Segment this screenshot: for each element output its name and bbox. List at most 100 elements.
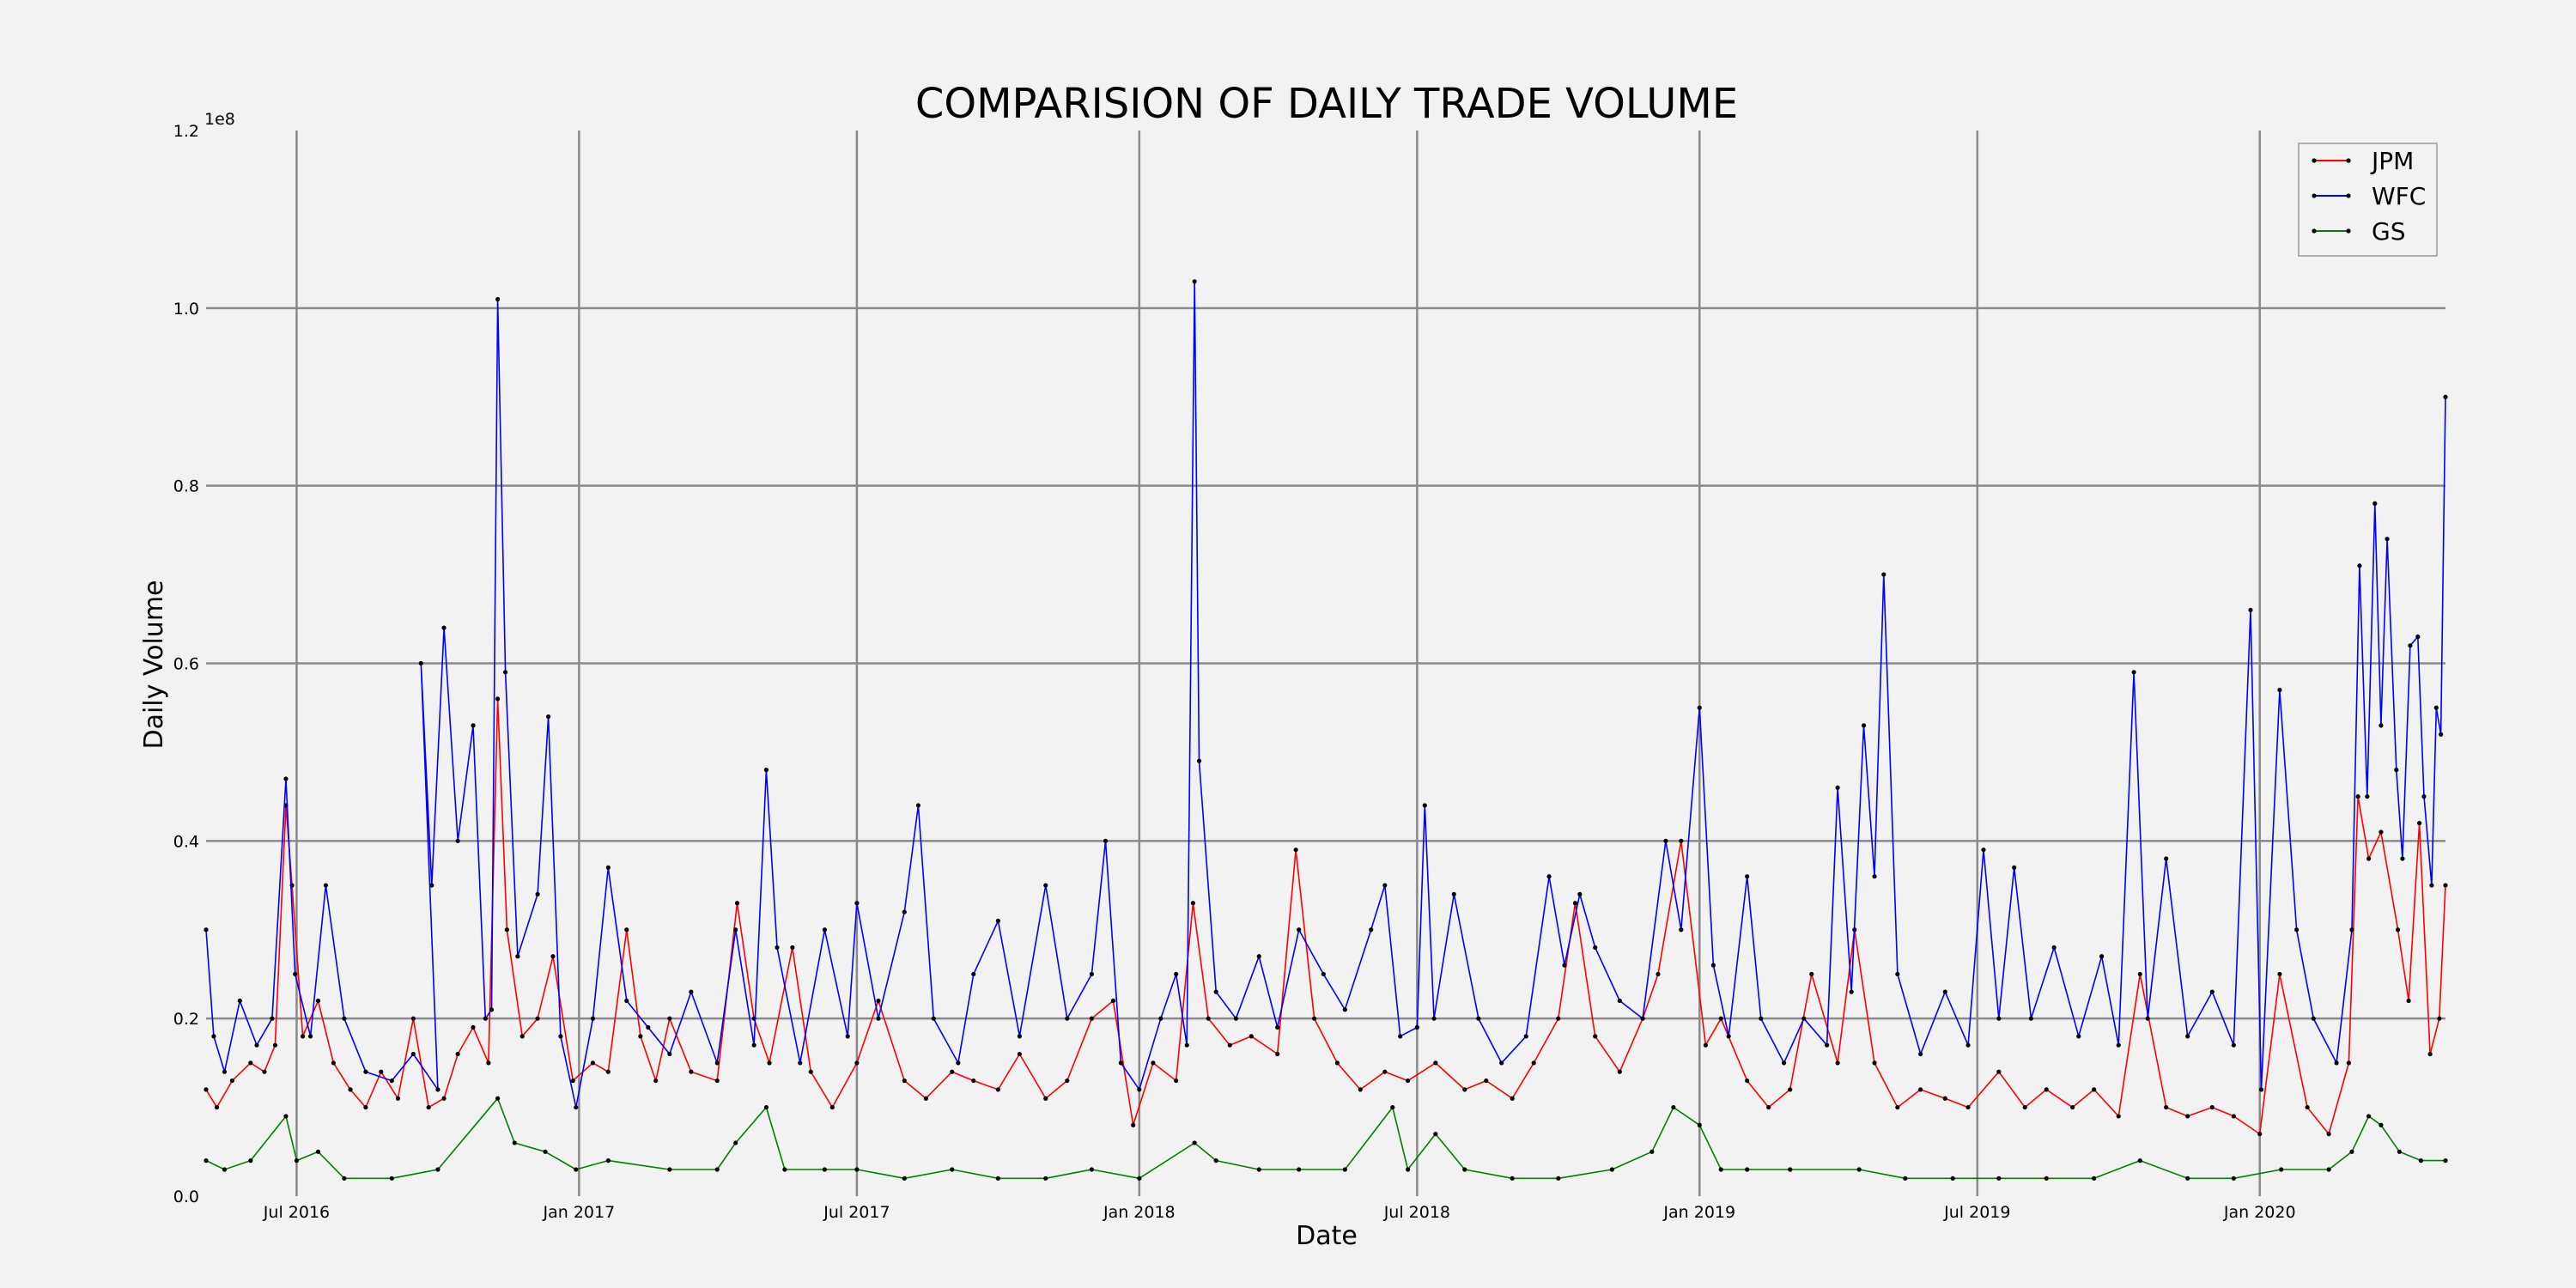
data-point-gs-60	[2418, 1158, 2423, 1163]
data-point-wfc-96	[1835, 785, 1840, 790]
data-point-wfc-21	[489, 1007, 495, 1012]
data-point-wfc-74	[1422, 803, 1427, 808]
data-point-jpm-8	[301, 1034, 306, 1039]
data-point-gs-44	[1788, 1167, 1793, 1172]
data-point-wfc-113	[2131, 670, 2136, 675]
data-point-wfc-84	[1617, 998, 1622, 1004]
data-point-wfc-4	[254, 1042, 259, 1048]
data-point-gs-27	[1192, 1140, 1197, 1145]
series-wfc	[204, 279, 2448, 1110]
data-point-jpm-41	[854, 1060, 860, 1066]
data-point-wfc-92	[1759, 1016, 1764, 1021]
data-point-gs-3	[283, 1114, 289, 1119]
data-point-jpm-38	[790, 945, 795, 951]
data-point-jpm-57	[1206, 1016, 1211, 1021]
data-point-gs-26	[1137, 1176, 1142, 1181]
data-point-jpm-103	[2257, 1132, 2263, 1137]
data-point-gs-13	[605, 1158, 611, 1163]
x-axis-label: Date	[1296, 1221, 1358, 1251]
data-point-wfc-58	[1158, 1016, 1163, 1021]
data-point-wfc-103	[1942, 989, 1947, 994]
data-point-wfc-31	[624, 998, 629, 1004]
data-point-wfc-50	[995, 918, 1000, 924]
data-point-wfc-129	[2379, 723, 2384, 728]
data-point-jpm-27	[590, 1060, 596, 1066]
data-point-jpm-100	[2185, 1114, 2190, 1119]
data-point-wfc-14	[435, 1087, 440, 1092]
data-point-wfc-78	[1499, 1060, 1504, 1066]
data-point-wfc-123	[2311, 1016, 2316, 1021]
legend: JPM WFC GS	[2298, 143, 2438, 257]
data-point-jpm-54	[1151, 1060, 1156, 1066]
data-point-wfc-28	[574, 1104, 579, 1110]
data-point-jpm-44	[923, 1096, 928, 1101]
data-point-wfc-9	[323, 883, 329, 888]
data-point-jpm-63	[1334, 1060, 1340, 1066]
data-point-jpm-110	[2379, 829, 2384, 835]
data-point-gs-53	[2231, 1176, 2236, 1181]
data-point-gs-30	[1297, 1167, 1302, 1172]
data-point-wfc-83	[1593, 945, 1598, 951]
x-tick-label-1: Jan 2017	[543, 1203, 616, 1222]
data-point-wfc-16	[429, 883, 434, 888]
data-point-gs-37	[1556, 1176, 1561, 1181]
data-point-gs-55	[2326, 1167, 2331, 1172]
data-point-jpm-84	[1809, 971, 1814, 977]
data-point-wfc-117	[2209, 989, 2215, 994]
series-lines	[204, 279, 2448, 1181]
data-point-gs-54	[2279, 1167, 2284, 1172]
data-point-jpm-24	[535, 1016, 540, 1021]
data-point-wfc-55	[1103, 838, 1109, 843]
data-point-wfc-10	[342, 1016, 347, 1021]
data-point-wfc-138	[2439, 732, 2444, 737]
data-point-wfc-25	[535, 891, 540, 896]
data-point-jpm-98	[2137, 971, 2142, 977]
data-point-wfc-132	[2400, 856, 2405, 861]
data-point-wfc-118	[2231, 1042, 2236, 1048]
data-point-jpm-35	[734, 901, 740, 906]
data-point-wfc-36	[733, 927, 738, 933]
data-point-jpm-77	[1656, 971, 1661, 977]
data-point-wfc-99	[1872, 874, 1877, 879]
data-point-wfc-48	[956, 1060, 961, 1066]
data-point-jpm-88	[1895, 1104, 1900, 1110]
data-point-wfc-38	[763, 768, 769, 773]
data-point-wfc-27	[558, 1034, 563, 1039]
data-point-jpm-66	[1406, 1078, 1411, 1084]
data-point-jpm-25	[550, 954, 556, 959]
data-point-wfc-91	[1745, 874, 1750, 879]
data-point-jpm-106	[2326, 1132, 2331, 1137]
data-point-wfc-82	[1577, 891, 1583, 896]
data-point-gs-52	[2185, 1176, 2190, 1181]
data-point-gs-8	[435, 1167, 440, 1172]
data-point-gs-9	[495, 1096, 501, 1101]
data-point-wfc-8	[307, 1034, 313, 1039]
data-point-jpm-42	[876, 998, 881, 1004]
data-point-wfc-119	[2248, 607, 2253, 613]
data-point-wfc-69	[1342, 1007, 1347, 1012]
y-tick-label-1: 0.2	[173, 1010, 199, 1029]
data-point-wfc-53	[1065, 1016, 1070, 1021]
data-point-wfc-90	[1726, 1034, 1731, 1039]
data-point-jpm-95	[2070, 1104, 2075, 1110]
data-point-jpm-17	[441, 1096, 447, 1101]
data-point-gs-5	[315, 1149, 321, 1154]
data-point-jpm-49	[1043, 1096, 1048, 1101]
data-point-wfc-62	[1196, 758, 1202, 763]
tick-labels: 0.0 0.2 0.4 0.6 0.8 1.0 1.2 Jul 2016 Jan 2017 Jul…	[173, 122, 2296, 1222]
data-point-wfc-70	[1369, 927, 1374, 933]
data-point-wfc-77	[1476, 1016, 1481, 1021]
data-point-gs-33	[1406, 1167, 1411, 1172]
data-point-wfc-0	[204, 927, 209, 933]
data-point-wfc-76	[1451, 891, 1456, 896]
data-point-wfc-106	[1996, 1016, 2002, 1021]
data-point-wfc-42	[845, 1034, 850, 1039]
data-point-wfc-29	[590, 1016, 596, 1021]
data-point-wfc-63	[1213, 989, 1218, 994]
data-point-jpm-81	[1745, 1078, 1750, 1084]
data-point-wfc-23	[502, 670, 508, 675]
data-point-gs-28	[1213, 1158, 1218, 1163]
data-point-wfc-45	[902, 909, 907, 914]
legend-marker-start-gs	[2312, 228, 2317, 234]
data-point-gs-6	[342, 1176, 347, 1181]
